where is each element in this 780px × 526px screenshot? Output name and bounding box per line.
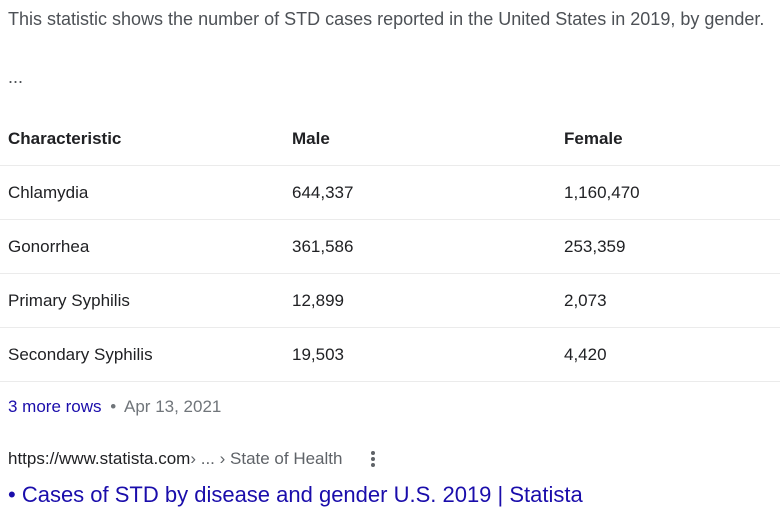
- table-cell-male: 19,503: [284, 327, 556, 382]
- table-cell-characteristic: Secondary Syphilis: [0, 327, 284, 382]
- table-cell-characteristic: Chlamydia: [0, 165, 284, 220]
- table-header-row: Characteristic Male Female: [0, 112, 780, 166]
- table-cell-female: 253,359: [556, 219, 780, 274]
- table-cell-male: 12,899: [284, 273, 556, 328]
- source-url[interactable]: https://www.statista.com: [8, 449, 191, 468]
- table-row: Gonorrhea 361,586 253,359: [0, 219, 780, 274]
- table-cell-female: 4,420: [556, 327, 780, 382]
- separator-dot: •: [110, 397, 117, 416]
- table-cell-male: 361,586: [284, 219, 556, 274]
- table-cell-female: 2,073: [556, 273, 780, 328]
- snippet-ellipsis: ...: [8, 67, 24, 87]
- more-rows-line: 3 more rows • Apr 13, 2021: [8, 395, 221, 419]
- table-row: Chlamydia 644,337 1,160,470: [0, 165, 780, 220]
- table-cell-characteristic: Gonorrhea: [0, 219, 284, 274]
- publish-date: Apr 13, 2021: [124, 397, 222, 416]
- table-cell-male: 644,337: [284, 165, 556, 220]
- column-header-female: Female: [556, 112, 780, 166]
- table-cell-characteristic: Primary Syphilis: [0, 273, 284, 328]
- more-vert-icon[interactable]: [366, 449, 380, 469]
- statistics-table: Characteristic Male Female Chlamydia 644…: [0, 112, 780, 382]
- table-row: Primary Syphilis 12,899 2,073: [0, 273, 780, 328]
- column-header-male: Male: [284, 112, 556, 166]
- column-header-characteristic: Characteristic: [0, 112, 284, 166]
- source-citation: https://www.statista.com › ... › State o…: [8, 447, 380, 471]
- table-cell-female: 1,160,470: [556, 165, 780, 220]
- more-rows-link[interactable]: 3 more rows: [8, 397, 102, 416]
- table-row: Secondary Syphilis 19,503 4,420: [0, 327, 780, 382]
- result-title-link[interactable]: • Cases of STD by disease and gender U.S…: [8, 482, 583, 507]
- source-breadcrumb: › ... › State of Health: [190, 449, 343, 468]
- snippet-text: This statistic shows the number of STD c…: [8, 9, 765, 29]
